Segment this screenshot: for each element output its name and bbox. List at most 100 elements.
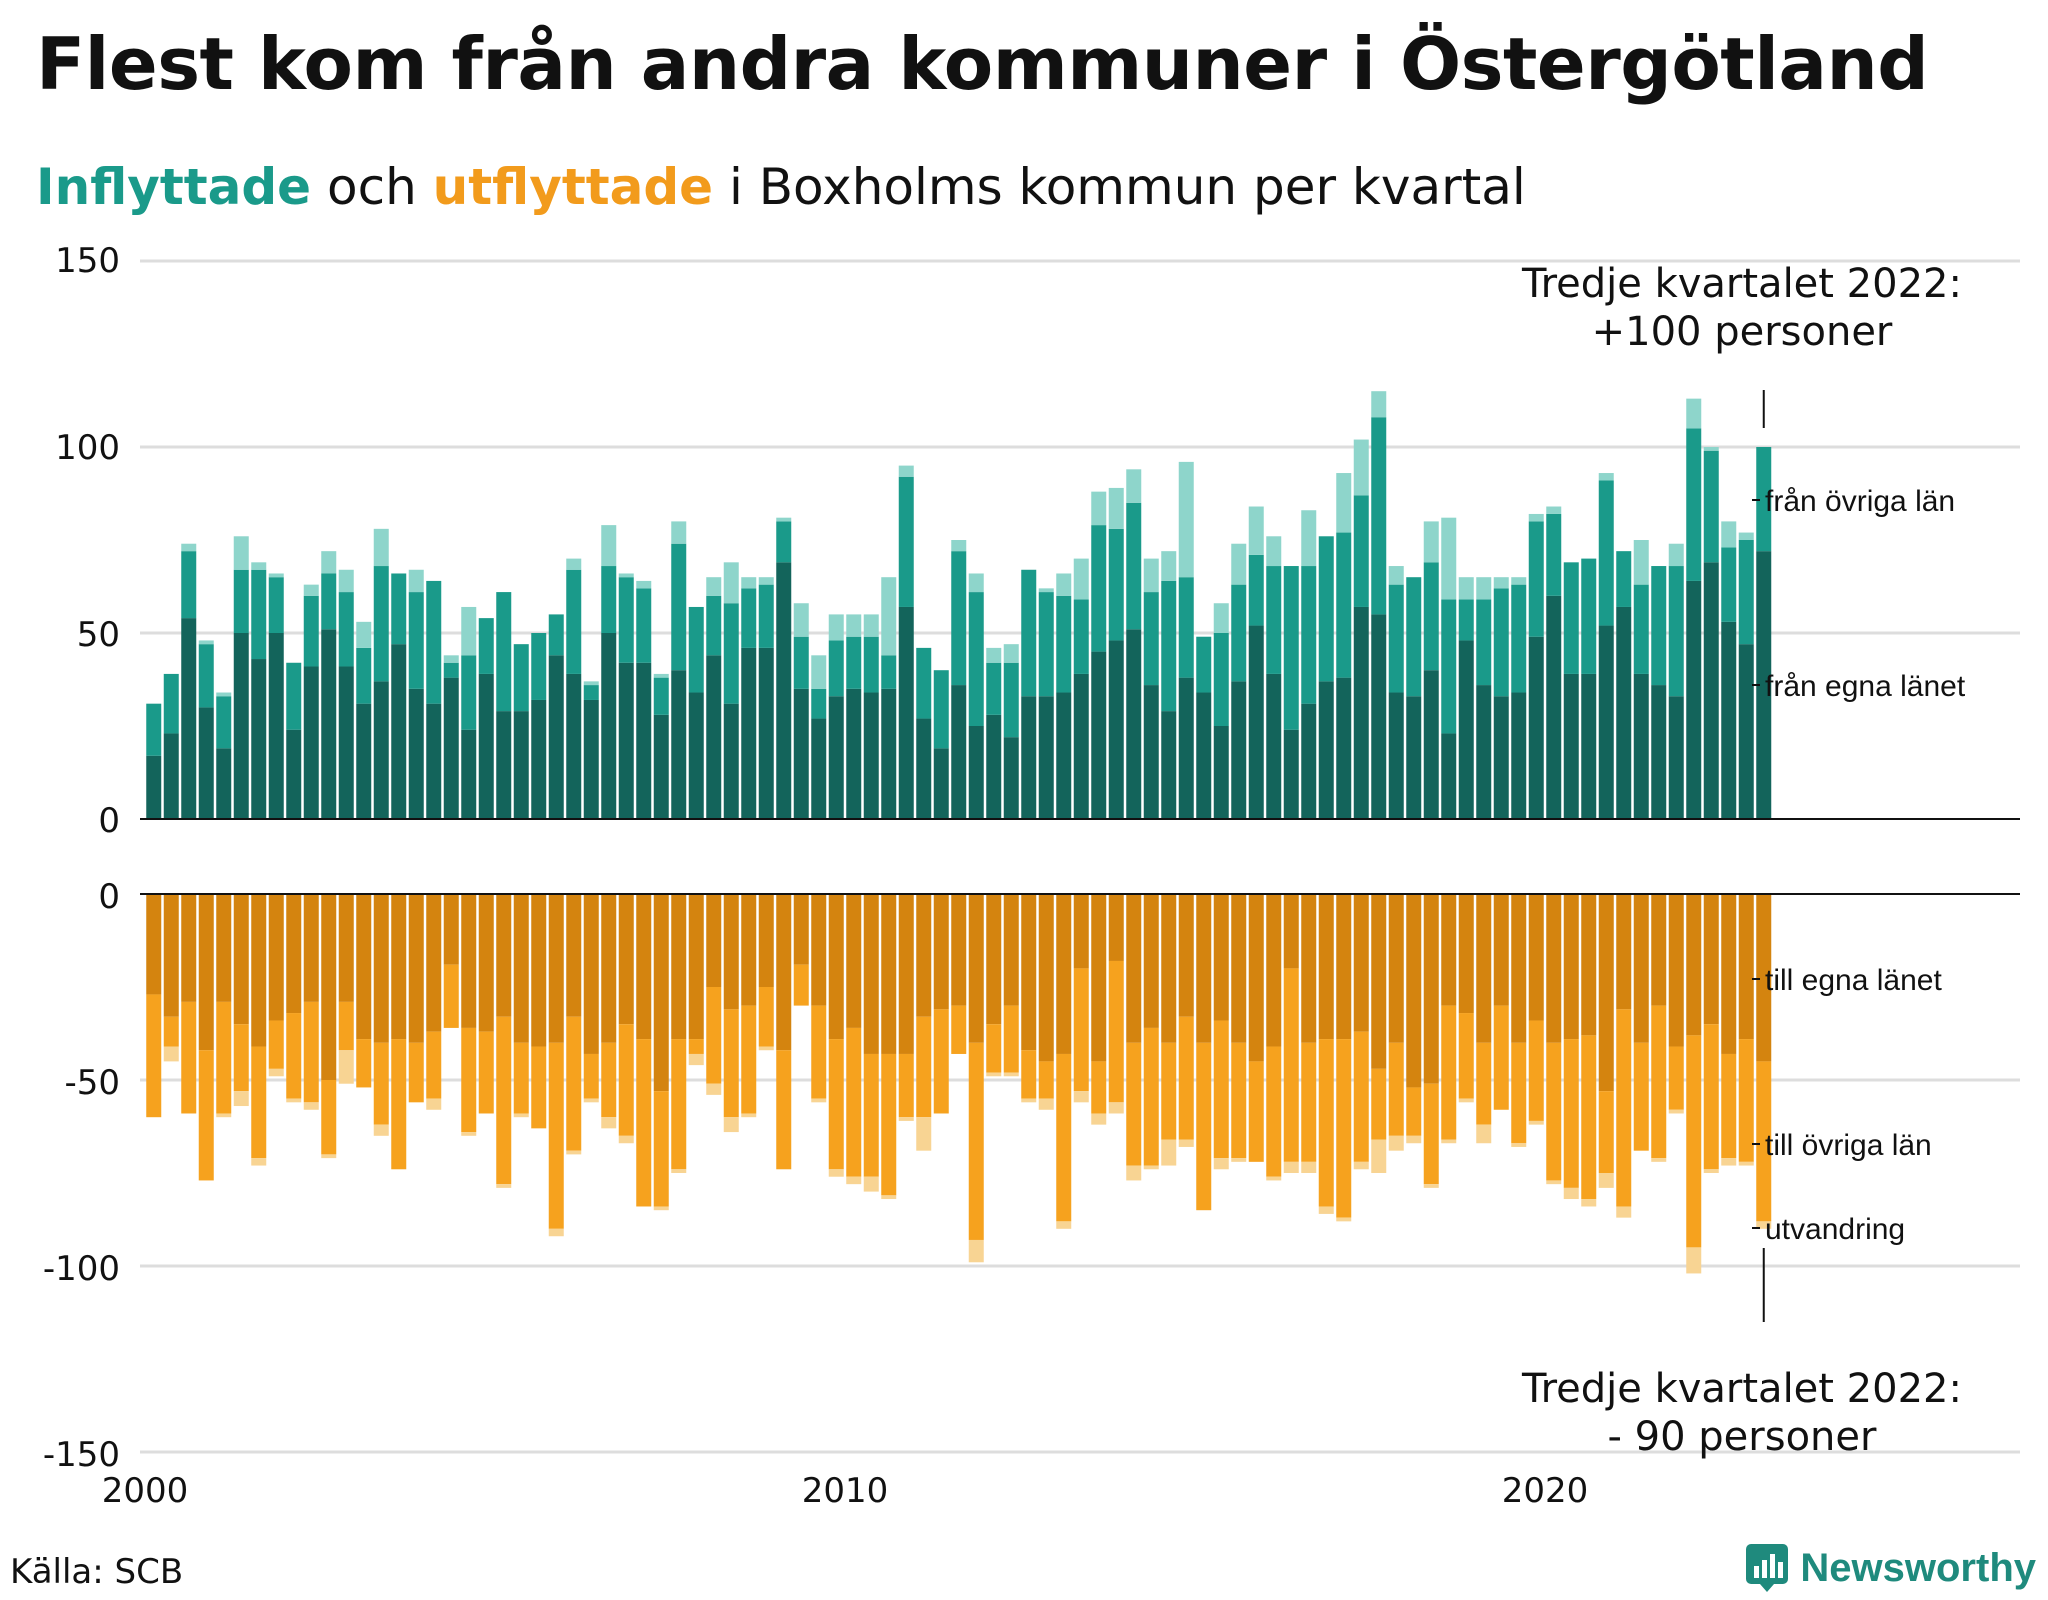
bar-in-0-70: [1371, 614, 1387, 819]
bar-out-1-32: [706, 987, 722, 1084]
bar-in-1-85: [1633, 584, 1649, 674]
bar-in-0-75: [1458, 640, 1474, 819]
bar-out-1-16: [426, 1031, 442, 1099]
bar-out-1-52: [1056, 1053, 1072, 1222]
bar-out-2-52: [1056, 1221, 1072, 1229]
bar-in-1-87: [1668, 566, 1684, 697]
bar-out-0-69: [1353, 894, 1369, 1032]
bar-in-0-74: [1441, 733, 1457, 819]
annotation-bottom-line2: - 90 personer: [1608, 1414, 1877, 1460]
bar-out-2-54: [1091, 1113, 1107, 1125]
bar-out-1-17: [443, 964, 459, 1028]
bar-out-1-60: [1196, 1042, 1212, 1211]
bar-in-2-18: [461, 606, 477, 656]
bar-out-1-69: [1353, 1031, 1369, 1162]
bar-in-1-70: [1371, 417, 1387, 615]
bar-out-1-2: [181, 1001, 197, 1114]
bar-out-0-38: [811, 894, 827, 1006]
bar-out-1-65: [1283, 968, 1299, 1162]
bar-out-0-81: [1563, 894, 1579, 1040]
bar-in-2-26: [601, 525, 617, 567]
bar-out-2-71: [1388, 1135, 1404, 1151]
bar-out-1-86: [1651, 1005, 1667, 1159]
bar-in-1-22: [531, 633, 547, 700]
bar-in-0-73: [1423, 670, 1439, 819]
bar-in-0-82: [1581, 673, 1597, 819]
bars: [146, 391, 1772, 1274]
bar-out-2-44: [916, 1117, 932, 1151]
bar-in-1-56: [1126, 502, 1142, 630]
bar-out-1-49: [1003, 1005, 1019, 1073]
bar-in-1-65: [1283, 566, 1299, 730]
bar-in-2-34: [741, 577, 757, 589]
bar-in-0-22: [531, 699, 547, 819]
bar-in-2-12: [356, 621, 372, 648]
ytick-bottom-0: 0: [98, 877, 120, 917]
bar-in-1-23: [548, 614, 564, 656]
bar-in-2-49: [1003, 644, 1019, 663]
bar-in-0-13: [373, 681, 389, 819]
ytick-bottom-minus150: -150: [43, 1435, 120, 1475]
bar-in-0-79: [1528, 636, 1544, 819]
bar-in-2-73: [1423, 521, 1439, 563]
bar-out-1-4: [216, 1001, 232, 1114]
series-label-from-own-county: från egna länet: [1765, 670, 1966, 703]
bar-out-0-62: [1231, 894, 1247, 1043]
bar-out-1-87: [1668, 1046, 1684, 1110]
bar-in-2-51: [1038, 588, 1054, 593]
bar-out-1-62: [1231, 1042, 1247, 1159]
bar-out-0-85: [1633, 894, 1649, 1043]
bar-in-1-38: [811, 688, 827, 719]
bar-in-2-17: [443, 655, 459, 663]
bar-in-0-67: [1318, 681, 1334, 819]
bar-out-2-26: [601, 1117, 617, 1129]
bar-in-2-33: [723, 562, 739, 604]
bar-in-1-68: [1336, 532, 1352, 678]
bar-in-2-10: [321, 551, 337, 574]
bar-in-1-4: [216, 696, 232, 749]
bar-out-0-25: [583, 894, 599, 1054]
bar-out-0-80: [1546, 894, 1562, 1043]
bar-in-2-35: [758, 577, 774, 585]
bar-out-1-64: [1266, 1046, 1282, 1177]
bar-out-0-35: [758, 894, 774, 987]
bar-in-0-33: [723, 703, 739, 819]
bar-in-1-17: [443, 662, 459, 678]
bar-out-0-65: [1283, 894, 1299, 969]
bar-out-0-10: [321, 894, 337, 1080]
bar-out-0-60: [1196, 894, 1212, 1043]
bar-in-0-6: [251, 659, 267, 819]
bar-in-1-91: [1738, 540, 1754, 645]
bar-out-1-53: [1073, 968, 1089, 1092]
bar-out-2-61: [1213, 1158, 1229, 1170]
bar-out-0-21: [513, 894, 529, 1043]
bar-out-0-74: [1441, 894, 1457, 1006]
bar-in-1-49: [1003, 662, 1019, 738]
bar-in-0-9: [303, 666, 319, 819]
bar-in-0-14: [391, 644, 407, 819]
bar-in-0-65: [1283, 729, 1299, 819]
bar-out-0-84: [1616, 894, 1632, 1010]
bar-in-1-92: [1756, 447, 1772, 552]
bar-in-0-23: [548, 655, 564, 819]
bar-in-0-52: [1056, 692, 1072, 819]
bar-in-1-26: [601, 566, 617, 633]
bar-in-1-53: [1073, 599, 1089, 674]
bar-in-1-74: [1441, 599, 1457, 734]
bar-out-2-18: [461, 1132, 477, 1136]
bar-out-1-13: [373, 1042, 389, 1125]
bar-out-1-81: [1563, 1039, 1579, 1188]
bar-in-1-19: [478, 618, 494, 674]
bar-out-0-39: [828, 894, 844, 1040]
bar-out-1-26: [601, 1042, 617, 1118]
bar-in-1-9: [303, 595, 319, 667]
ytick-top-0: 0: [98, 801, 120, 841]
bar-out-2-51: [1038, 1098, 1054, 1110]
bar-out-0-24: [566, 894, 582, 1017]
bar-in-0-25: [583, 699, 599, 819]
bar-in-2-78: [1511, 577, 1527, 585]
bar-out-1-9: [303, 1001, 319, 1103]
bar-in-0-0: [146, 755, 162, 819]
bar-out-0-58: [1161, 894, 1177, 1043]
